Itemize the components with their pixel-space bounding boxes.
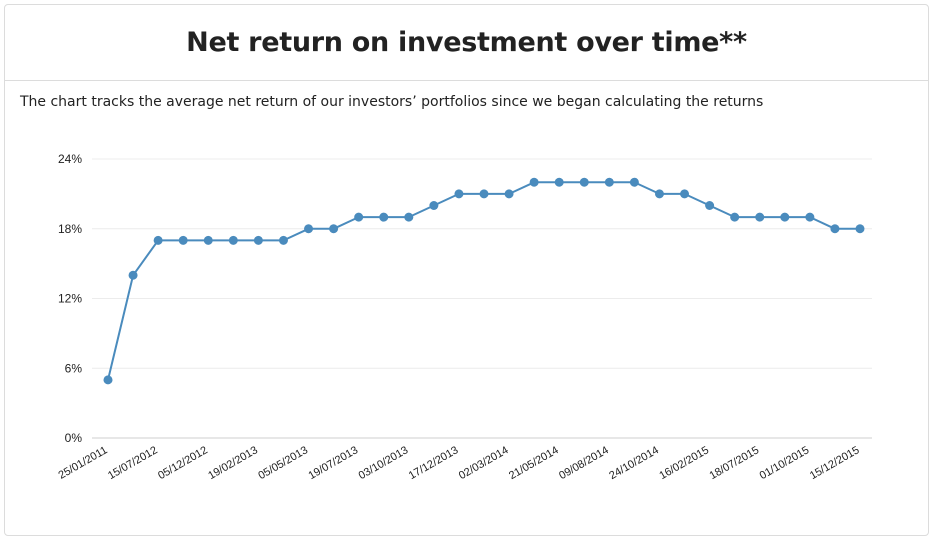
data-point	[654, 189, 664, 199]
y-tick-label: 0%	[65, 431, 83, 445]
data-point	[203, 235, 213, 245]
y-tick-label: 18%	[58, 222, 82, 236]
data-point	[755, 212, 765, 222]
x-tick-label: 24/10/2014	[607, 444, 661, 482]
x-tick-label: 25/01/2011	[57, 444, 110, 482]
data-point	[780, 212, 790, 222]
series-line	[107, 181, 860, 381]
data-point	[253, 235, 263, 245]
x-tick-label: 17/12/2013	[407, 444, 461, 482]
x-tick-label: 18/07/2015	[708, 444, 762, 482]
chart-description: The chart tracks the average net return …	[20, 94, 764, 110]
x-tick-label: 19/02/2013	[206, 444, 260, 482]
data-point	[379, 212, 389, 222]
data-point	[680, 189, 690, 199]
data-point	[103, 375, 113, 385]
data-point	[529, 177, 539, 187]
data-point	[429, 201, 439, 210]
data-point	[153, 235, 163, 245]
data-point	[579, 177, 589, 187]
y-tick-label: 24%	[58, 152, 82, 166]
data-point	[128, 270, 138, 280]
x-tick-label: 15/12/2015	[808, 444, 862, 482]
x-tick-label: 09/08/2014	[557, 444, 611, 482]
x-tick-label: 21/05/2014	[507, 444, 561, 482]
data-point	[404, 212, 414, 222]
x-tick-label: 05/05/2013	[256, 444, 310, 482]
chart-card: Net return on investment over time**	[4, 4, 929, 536]
data-point	[730, 212, 740, 222]
data-point	[329, 224, 339, 234]
data-point	[805, 212, 815, 222]
data-point	[554, 177, 564, 187]
data-point	[604, 177, 614, 187]
data-point	[504, 189, 514, 199]
data-point	[855, 224, 865, 234]
x-tick-label: 15/07/2012	[106, 444, 160, 482]
data-point	[479, 189, 489, 199]
data-point	[178, 235, 188, 245]
x-tick-label: 03/10/2013	[357, 444, 411, 482]
x-tick-label: 19/07/2013	[306, 444, 360, 482]
page-title: Net return on investment over time**	[186, 27, 747, 58]
data-point	[705, 201, 715, 210]
y-tick-label: 6%	[65, 361, 83, 375]
x-tick-label: 02/03/2014	[457, 444, 511, 482]
data-point	[278, 235, 288, 245]
data-point	[304, 224, 314, 234]
data-point	[629, 177, 639, 187]
data-point	[228, 235, 238, 245]
x-tick-label: 16/02/2015	[657, 444, 711, 482]
data-point	[454, 189, 464, 199]
data-point	[830, 224, 840, 234]
card-header: Net return on investment over time**	[5, 5, 928, 81]
x-tick-label: 01/10/2015	[758, 444, 812, 482]
x-tick-label: 05/12/2012	[156, 444, 210, 482]
y-tick-label: 12%	[58, 292, 82, 306]
data-point	[354, 212, 364, 222]
